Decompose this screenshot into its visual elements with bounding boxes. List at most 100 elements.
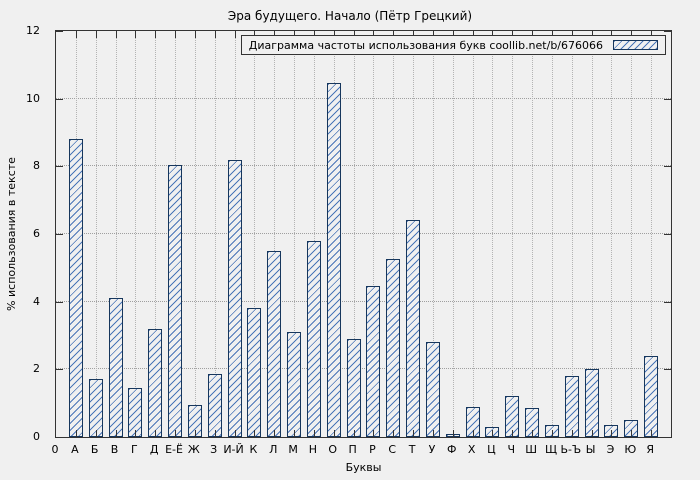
x-tick-mark bbox=[512, 430, 514, 437]
bar bbox=[425, 342, 440, 437]
h-gridline bbox=[56, 165, 671, 167]
v-gridline bbox=[651, 31, 653, 437]
x-tick-mark bbox=[611, 430, 613, 437]
x-tick-label: Я bbox=[646, 443, 654, 456]
y-tick-mark bbox=[664, 98, 671, 100]
x-tick-mark bbox=[254, 31, 256, 38]
x-tick-mark bbox=[313, 430, 315, 437]
x-tick-mark bbox=[353, 430, 355, 437]
x-tick-label: Э bbox=[606, 443, 615, 456]
v-gridline bbox=[214, 31, 216, 437]
x-tick-label: Л bbox=[269, 443, 278, 456]
x-tick-mark bbox=[591, 31, 593, 38]
x-tick-mark bbox=[571, 430, 573, 437]
x-tick-label: Ц bbox=[487, 443, 496, 456]
x-tick-mark bbox=[532, 430, 534, 437]
bar bbox=[465, 406, 480, 437]
y-tick-label: 4 bbox=[33, 294, 40, 308]
x-tick-label: П bbox=[348, 443, 357, 456]
x-tick-mark bbox=[294, 31, 296, 38]
y-axis-tick-labels: 0 2 4 6 8 10 12 bbox=[0, 24, 48, 443]
bar bbox=[128, 387, 143, 437]
x-tick-mark bbox=[393, 31, 395, 38]
v-gridline bbox=[571, 31, 573, 437]
x-tick-mark bbox=[214, 31, 216, 38]
v-gridline bbox=[393, 31, 395, 437]
y-tick-mark bbox=[56, 98, 63, 100]
y-tick-label: 12 bbox=[26, 24, 40, 37]
bar bbox=[306, 240, 321, 437]
v-gridline bbox=[353, 31, 355, 437]
y-tick-mark bbox=[664, 31, 671, 32]
v-gridline bbox=[135, 31, 137, 437]
x-tick-mark bbox=[115, 31, 117, 38]
x-tick-mark bbox=[135, 430, 137, 437]
bar bbox=[505, 396, 520, 437]
legend-label: Диаграмма частоты использования букв coo… bbox=[248, 38, 603, 52]
y-tick-label: 10 bbox=[26, 91, 40, 105]
x-tick-label: А bbox=[71, 443, 79, 456]
x-tick-mark bbox=[95, 31, 97, 38]
y-tick-mark bbox=[56, 369, 63, 371]
y-tick-mark bbox=[664, 234, 671, 235]
bar bbox=[187, 404, 202, 437]
x-tick-mark bbox=[452, 430, 454, 437]
x-tick-label: Ж bbox=[187, 443, 200, 456]
x-tick-mark bbox=[413, 31, 415, 38]
x-tick-mark bbox=[512, 31, 514, 38]
bar bbox=[644, 355, 659, 437]
bar bbox=[406, 220, 421, 437]
y-tick-mark bbox=[664, 369, 671, 371]
x-tick-mark bbox=[492, 430, 494, 437]
x-tick-label: Щ bbox=[544, 443, 557, 456]
x-tick-mark bbox=[294, 430, 296, 437]
x-tick-label: 0 bbox=[51, 443, 59, 456]
y-tick-label: 6 bbox=[33, 227, 40, 240]
x-tick-label: Ф bbox=[447, 443, 457, 456]
x-tick-mark bbox=[413, 430, 415, 437]
v-gridline bbox=[115, 31, 117, 437]
x-tick-mark bbox=[333, 430, 335, 437]
x-tick-mark bbox=[75, 31, 77, 38]
x-tick-mark bbox=[571, 31, 573, 38]
x-tick-mark bbox=[472, 31, 474, 38]
v-gridline bbox=[194, 31, 196, 437]
bar bbox=[227, 159, 242, 437]
x-tick-mark bbox=[155, 31, 157, 38]
x-tick-mark bbox=[115, 430, 117, 437]
x-tick-label: Ы bbox=[585, 443, 596, 456]
bar bbox=[525, 408, 540, 437]
v-gridline bbox=[591, 31, 593, 437]
y-tick-mark bbox=[56, 166, 63, 168]
x-tick-mark bbox=[135, 31, 137, 38]
y-tick-label: 0 bbox=[33, 430, 40, 443]
legend: Диаграмма частоты использования букв coo… bbox=[240, 35, 666, 55]
x-tick-mark bbox=[591, 430, 593, 437]
x-tick-mark bbox=[651, 31, 653, 38]
bar bbox=[326, 83, 341, 437]
x-tick-mark bbox=[551, 430, 553, 437]
y-tick-mark bbox=[56, 301, 63, 303]
v-gridline bbox=[452, 31, 454, 437]
plot-area: Диаграмма частоты использования букв coo… bbox=[55, 30, 672, 438]
bar bbox=[247, 308, 262, 437]
v-gridline bbox=[254, 31, 256, 437]
x-tick-mark bbox=[631, 430, 633, 437]
x-tick-mark bbox=[234, 31, 236, 38]
bar bbox=[207, 374, 222, 437]
y-tick-mark bbox=[56, 234, 63, 235]
x-tick-label: Ю bbox=[624, 443, 637, 456]
bar bbox=[346, 338, 361, 437]
bars-layer bbox=[56, 31, 671, 437]
x-tick-mark bbox=[194, 430, 196, 437]
x-tick-mark bbox=[393, 430, 395, 437]
bar bbox=[88, 379, 103, 437]
x-tick-mark bbox=[214, 430, 216, 437]
x-tick-label: Г bbox=[130, 443, 138, 456]
v-gridline bbox=[472, 31, 474, 437]
x-tick-label: И-Й bbox=[223, 443, 244, 456]
y-tick-label: 2 bbox=[33, 362, 40, 376]
h-gridline bbox=[56, 233, 671, 234]
v-gridline bbox=[155, 31, 157, 437]
ticks-layer bbox=[56, 31, 671, 437]
